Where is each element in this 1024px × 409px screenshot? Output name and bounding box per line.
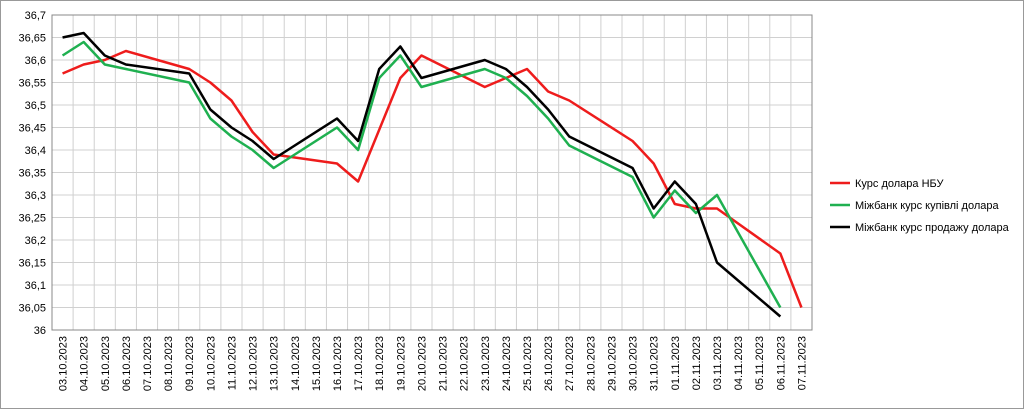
x-tick-label: 19.10.2023	[395, 336, 407, 391]
y-tick-label: 36,4	[25, 145, 46, 157]
y-tick-label: 36,3	[25, 190, 46, 202]
x-tick-label: 21.10.2023	[438, 336, 450, 391]
x-tick-label: 26.10.2023	[543, 336, 555, 391]
x-tick-label: 04.11.2023	[733, 336, 745, 390]
line-series	[62, 31, 782, 318]
x-tick-label: 11.10.2023	[226, 336, 238, 390]
x-tick-label: 17.10.2023	[353, 336, 365, 391]
x-tick-label: 10.10.2023	[205, 336, 217, 391]
y-tick-label: 36,55	[18, 78, 46, 90]
x-tick-label: 09.10.2023	[184, 336, 196, 391]
x-tick-label: 22.10.2023	[459, 336, 471, 391]
y-tick-label: 36,5	[25, 100, 46, 112]
x-tick-label: 06.10.2023	[121, 336, 133, 391]
y-tick-label: 36,2	[25, 235, 46, 247]
x-tick-label: 18.10.2023	[374, 336, 386, 391]
y-tick-label: 36,6	[25, 55, 46, 67]
x-tick-label: 06.11.2023	[775, 336, 787, 390]
legend-label: Міжбанк курс купівлі долара	[855, 200, 999, 212]
x-tick-label: 03.10.2023	[58, 336, 70, 391]
y-tick-label: 36	[34, 325, 46, 337]
x-tick-label: 15.10.2023	[311, 336, 323, 391]
plot-border	[51, 14, 813, 331]
legend-label: Міжбанк курс продажу долара	[855, 222, 1010, 234]
x-tick-label: 29.10.2023	[606, 336, 618, 391]
legend-label: Курс долара НБУ	[855, 178, 944, 190]
x-tick-label: 05.10.2023	[100, 336, 112, 391]
x-tick-label: 30.10.2023	[628, 336, 640, 391]
y-tick-label: 36,25	[18, 213, 46, 225]
x-tick-label: 03.11.2023	[712, 336, 724, 390]
x-tick-label: 07.11.2023	[796, 336, 808, 390]
x-tick-label: 13.10.2023	[269, 336, 281, 391]
x-tick-label: 05.11.2023	[754, 336, 766, 390]
y-tick-label: 36,45	[18, 123, 46, 135]
x-tick-label: 25.10.2023	[522, 336, 534, 391]
x-tick-label: 12.10.2023	[248, 336, 260, 391]
x-tick-label: 07.10.2023	[142, 336, 154, 391]
x-tick-label: 16.10.2023	[332, 336, 344, 391]
y-tick-label: 36,05	[18, 303, 46, 315]
x-tick-label: 31.10.2023	[649, 336, 661, 391]
y-tick-label: 36,1	[25, 280, 46, 292]
x-tick-label: 01.11.2023	[670, 336, 682, 390]
x-tick-label: 28.10.2023	[585, 336, 597, 391]
x-tick-label: 14.10.2023	[290, 336, 302, 391]
x-tick-label: 04.10.2023	[79, 336, 91, 391]
x-tick-label: 02.11.2023	[691, 336, 703, 390]
y-tick-label: 36,65	[18, 33, 46, 45]
x-tick-label: 24.10.2023	[501, 336, 513, 391]
line-series	[61, 40, 782, 309]
line-series	[62, 49, 803, 308]
y-tick-label: 36,7	[25, 10, 46, 22]
x-tick-label: 20.10.2023	[416, 336, 428, 391]
y-tick-label: 36,35	[18, 168, 46, 180]
x-tick-label: 08.10.2023	[163, 336, 175, 391]
y-tick-label: 36,15	[18, 258, 46, 270]
x-tick-label: 23.10.2023	[480, 336, 492, 391]
x-tick-label: 27.10.2023	[564, 336, 576, 391]
